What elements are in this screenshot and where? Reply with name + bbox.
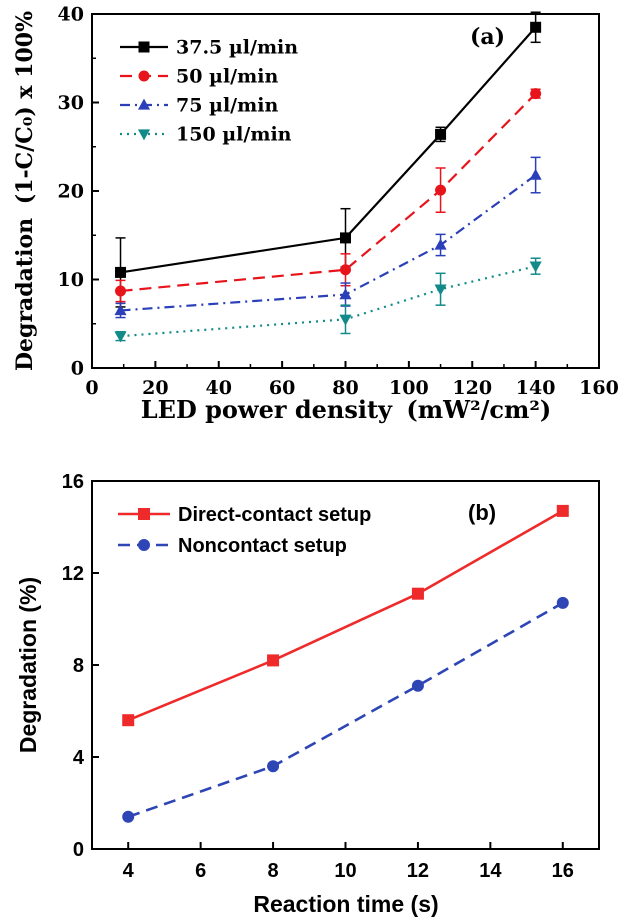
panel-a-label: (a)	[470, 24, 505, 50]
panel-a-xlabel-main: LED power density	[141, 395, 393, 424]
y-tick-label: 16	[62, 471, 84, 493]
x-tick-label: 60	[269, 377, 295, 399]
data-point	[114, 304, 127, 316]
data-point	[411, 587, 424, 600]
series-line	[120, 92, 537, 293]
data-point	[339, 314, 352, 326]
x-tick-label: 160	[579, 377, 619, 399]
y-tick-label: 20	[58, 181, 84, 203]
series-line	[127, 601, 564, 819]
panel-a-ticks: 0 20 40 60 80 100 120 140 160 0 10 20 30 40	[58, 4, 619, 399]
x-tick-label: 0	[85, 377, 98, 399]
x-tick-label: 8	[268, 860, 279, 882]
panel-b-ticks: 4 6 8 10 12 14 16 0 4 8 12 16	[62, 471, 574, 882]
panel-b-ylabel: Degradation (%)	[15, 577, 41, 753]
legend-label: 150 µl/min	[176, 124, 292, 146]
x-tick-label: 40	[206, 377, 232, 399]
data-point	[122, 714, 135, 727]
data-point	[339, 288, 352, 300]
panel-a-xlabel: LED power density (mW²/cm²)	[141, 395, 551, 424]
data-point	[267, 654, 280, 667]
panel-a-series	[114, 11, 542, 343]
panel-a-ylabel: Degradation (1-C/C₀) x 100%	[12, 11, 38, 371]
legend-label: 75 µl/min	[176, 95, 278, 117]
data-point	[411, 679, 424, 692]
x-tick-label: 10	[334, 860, 356, 882]
legend-label: Noncontact setup	[178, 535, 347, 557]
x-tick-label: 4	[123, 860, 135, 882]
data-point	[115, 285, 127, 297]
legend-marker	[138, 539, 150, 551]
panel-a-xlabel-unit: (mW²/cm²)	[406, 395, 551, 424]
legend-marker	[137, 98, 151, 110]
x-tick-label: 16	[552, 860, 574, 882]
x-tick-label: 14	[479, 860, 502, 882]
series-line	[120, 26, 537, 274]
data-point	[122, 810, 135, 823]
panel-b: 4 6 8 10 12 14 16 0 4 8 12 16 (b) Direct-contact se…	[15, 471, 600, 917]
legend-label: 37.5 µl/min	[176, 37, 298, 59]
data-point	[434, 284, 447, 296]
data-point	[556, 596, 569, 609]
panel-a: 0 20 40 60 80 100 120 140 160 0 10 20 30 40 (a) 37.5 …	[12, 4, 619, 424]
x-tick-label: 100	[389, 377, 429, 399]
y-tick-label: 4	[73, 747, 85, 769]
x-tick-label: 140	[516, 377, 556, 399]
data-point	[530, 88, 542, 100]
panel-a-legend: 37.5 µl/min 50 µl/min 75 µl/min 150 µl/min	[120, 37, 298, 146]
x-tick-label: 120	[452, 377, 492, 399]
data-point	[530, 21, 542, 33]
panel-a-ylabel-main: Degradation	[12, 218, 38, 371]
data-point	[529, 261, 542, 273]
series-line	[127, 509, 564, 722]
data-point	[435, 128, 447, 140]
x-tick-label: 12	[407, 860, 429, 882]
data-point	[115, 266, 127, 278]
y-tick-label: 12	[62, 563, 84, 585]
x-tick-label: 20	[142, 377, 168, 399]
legend-marker	[138, 41, 150, 53]
data-point	[267, 760, 280, 773]
data-point	[556, 504, 569, 517]
x-tick-label: 80	[332, 377, 358, 399]
legend-label: Direct-contact setup	[178, 504, 371, 526]
series-line	[120, 174, 537, 312]
data-point	[340, 264, 351, 276]
series-line	[120, 265, 536, 338]
data-point	[114, 331, 127, 343]
legend-label: 50 µl/min	[176, 66, 278, 88]
y-tick-label: 30	[58, 92, 84, 114]
panel-b-label: (b)	[468, 500, 496, 525]
y-tick-label: 0	[71, 358, 84, 380]
legend-marker	[138, 70, 150, 82]
legend-marker	[138, 508, 150, 520]
data-point	[340, 232, 351, 244]
panel-b-series	[122, 504, 569, 823]
y-tick-label: 0	[73, 839, 84, 861]
data-point	[435, 184, 447, 196]
y-tick-label: 40	[58, 4, 84, 26]
legend-marker	[137, 129, 151, 141]
data-point	[529, 168, 542, 180]
y-tick-label: 10	[58, 269, 84, 291]
y-tick-label: 8	[73, 655, 84, 677]
x-tick-label: 6	[195, 860, 206, 882]
panel-b-xlabel: Reaction time (s)	[253, 891, 438, 917]
data-point	[434, 238, 447, 250]
panel-a-ylabel-formula: (1-C/C₀) x 100%	[12, 11, 38, 204]
panel-b-legend: Direct-contact setup Noncontact setup	[118, 504, 371, 557]
